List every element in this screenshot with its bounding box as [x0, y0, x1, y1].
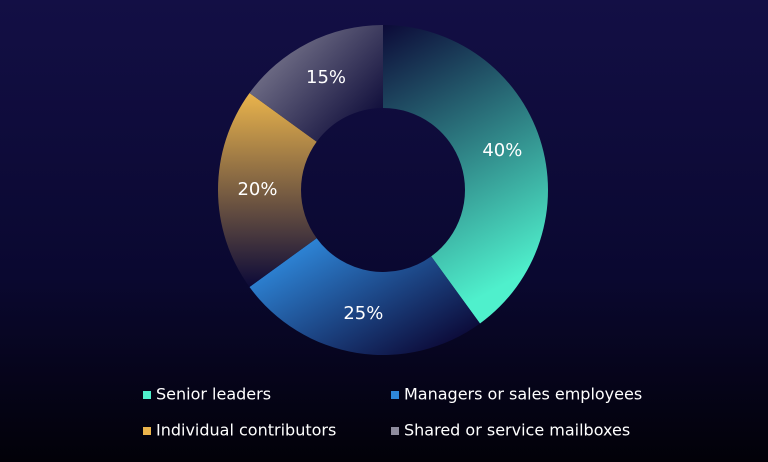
legend-label: Individual contributors: [156, 421, 336, 440]
legend-label: Shared or service mailboxes: [404, 421, 630, 440]
data-label: 20%: [237, 179, 277, 200]
slice: [249, 25, 383, 142]
legend-swatch: [391, 427, 399, 435]
donut: 40% 25% 20% 15%: [218, 25, 548, 355]
legend-swatch: [143, 391, 151, 399]
legend-label: Senior leaders: [156, 385, 271, 404]
legend-swatch: [391, 391, 399, 399]
data-label: 40%: [482, 140, 522, 161]
data-label: 15%: [306, 67, 346, 88]
slice: [218, 93, 317, 287]
legend: Senior leaders Managers or sales employee…: [143, 385, 642, 440]
slice: [249, 238, 480, 355]
legend-swatch: [143, 427, 151, 435]
data-label: 25%: [343, 303, 383, 324]
legend-label: Managers or sales employees: [404, 385, 642, 404]
slice: [383, 25, 548, 324]
